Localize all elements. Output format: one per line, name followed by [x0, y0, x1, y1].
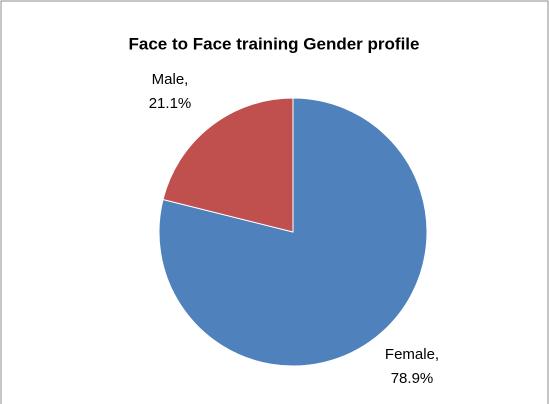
chart-title: Face to Face training Gender profile — [129, 34, 420, 53]
slice-value-label: 78.9% — [391, 370, 434, 387]
pie-slice — [162, 97, 294, 233]
slice-value-label: 21.1% — [149, 95, 192, 112]
slice-category-label: Female, — [385, 346, 439, 363]
slice-category-label: Male, — [152, 71, 189, 88]
